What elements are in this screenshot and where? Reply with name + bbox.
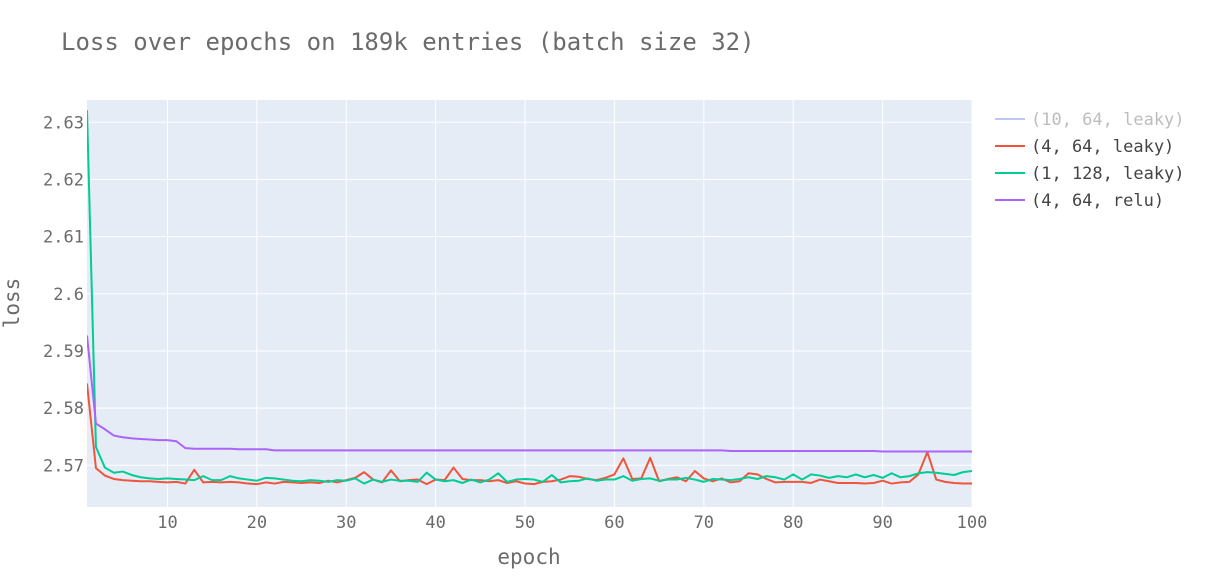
y-tick-label: 2.61 — [43, 228, 84, 248]
legend-label: (4, 64, leaky) — [1031, 137, 1174, 157]
x-tick-label: 50 — [515, 513, 535, 533]
x-tick-label: 80 — [783, 513, 803, 533]
y-axis-ticks: 2.57 2.58 2.59 2.6 2.61 2.62 2.63 — [43, 113, 84, 476]
chart-title: Loss over epochs on 189k entries (batch … — [61, 28, 755, 56]
plot-background — [87, 100, 972, 507]
legend-item[interactable]: (1, 128, leaky) — [995, 164, 1185, 184]
series-line — [87, 383, 972, 486]
y-tick-label: 2.58 — [43, 399, 84, 419]
x-tick-label: 30 — [336, 513, 356, 533]
x-tick-label: 40 — [425, 513, 445, 533]
legend[interactable]: (10, 64, leaky) (4, 64, leaky) (1, 128, le… — [995, 110, 1185, 211]
y-tick-label: 2.6 — [53, 285, 84, 305]
legend-item[interactable]: (4, 64, relu) — [995, 191, 1164, 211]
legend-label: (10, 64, leaky) — [1031, 110, 1185, 130]
series-line — [87, 110, 972, 485]
x-tick-label: 60 — [604, 513, 624, 533]
x-tick-label: 100 — [957, 513, 988, 533]
y-tick-label: 2.63 — [43, 113, 84, 133]
x-tick-label: 70 — [694, 513, 714, 533]
y-tick-label: 2.57 — [43, 456, 84, 476]
legend-item[interactable]: (4, 64, leaky) — [995, 137, 1174, 157]
x-tick-label: 20 — [247, 513, 267, 533]
x-axis-ticks: 10 20 30 40 50 60 70 80 90 100 — [157, 513, 987, 533]
y-tick-label: 2.62 — [43, 170, 84, 190]
legend-label: (4, 64, relu) — [1031, 191, 1164, 211]
x-tick-label: 10 — [157, 513, 177, 533]
y-axis-title: loss — [0, 278, 24, 329]
grid-lines — [87, 100, 973, 507]
x-tick-label: 90 — [872, 513, 892, 533]
series-line — [87, 335, 972, 453]
x-axis-title: epoch — [497, 545, 560, 569]
legend-label: (1, 128, leaky) — [1031, 164, 1185, 184]
y-tick-label: 2.59 — [43, 342, 84, 362]
legend-item[interactable]: (10, 64, leaky) — [995, 110, 1185, 130]
series-layer — [87, 110, 972, 486]
